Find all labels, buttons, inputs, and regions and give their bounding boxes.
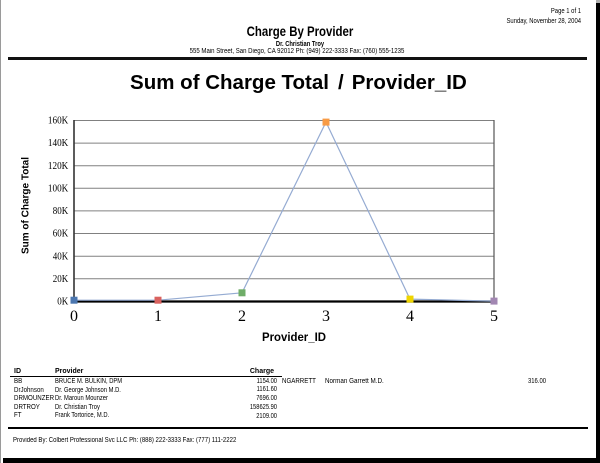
svg-text:2: 2 [238, 308, 246, 325]
svg-text:80K: 80K [53, 206, 69, 217]
svg-text:1: 1 [154, 308, 162, 325]
svg-text:0K: 0K [57, 297, 69, 308]
svg-text:5: 5 [490, 308, 498, 325]
svg-text:120K: 120K [48, 161, 69, 172]
svg-text:140K: 140K [48, 138, 69, 149]
svg-text:60K: 60K [53, 229, 69, 240]
svg-text:100K: 100K [48, 183, 69, 194]
svg-text:160K: 160K [48, 116, 69, 127]
svg-text:4: 4 [406, 308, 414, 325]
svg-text:40K: 40K [53, 251, 69, 262]
svg-text:0: 0 [70, 308, 78, 325]
svg-text:3: 3 [322, 308, 330, 325]
svg-text:20K: 20K [53, 274, 69, 285]
